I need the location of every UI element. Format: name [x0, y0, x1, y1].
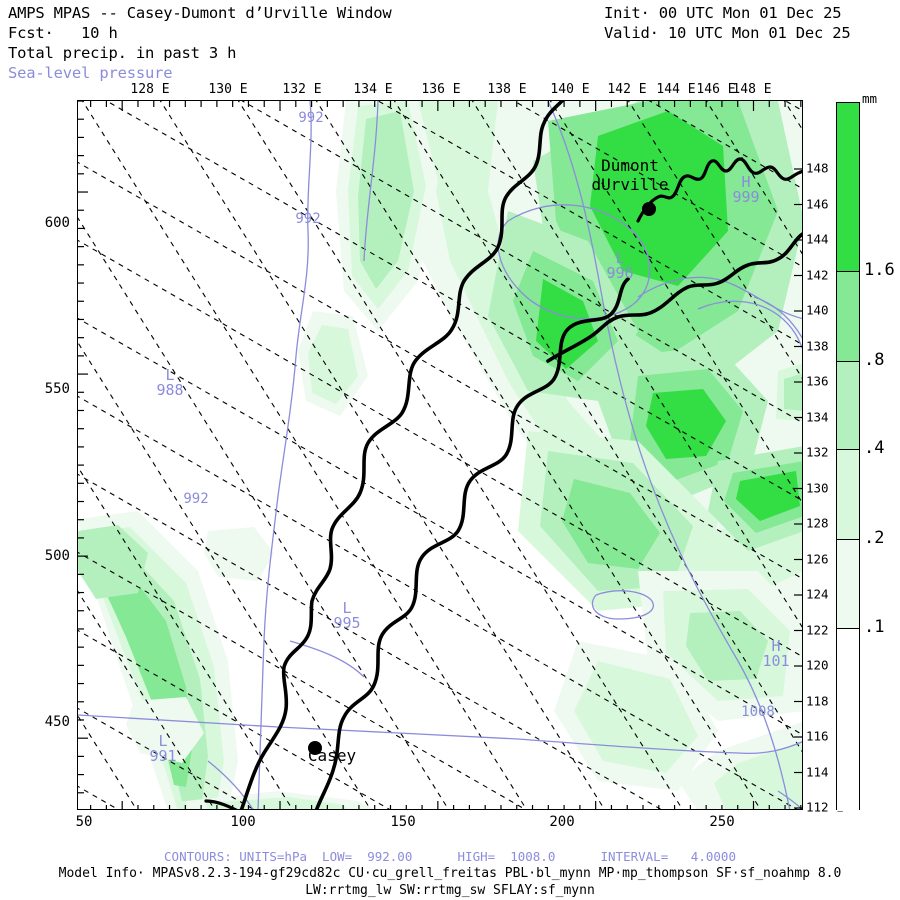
colorbar-segment-p8[interactable]: [837, 271, 859, 361]
latlon-gridline-layer: [78, 101, 802, 809]
top-longitude-tick-146-E: 146 E: [696, 82, 736, 97]
colorbar-tick-1p6: 1.6: [864, 260, 895, 280]
sea-level-pressure-contour-layer: [78, 101, 802, 809]
top-longitude-tick-140-E: 140 E: [550, 82, 590, 97]
colorbar-segment-p1[interactable]: [837, 539, 859, 628]
top-longitude-tick-142-E: 142 E: [607, 82, 647, 97]
top-longitude-tick-130-E: 130 E: [208, 82, 248, 97]
axis-ticks-layer: [78, 101, 802, 809]
colorbar-units-label: mm: [862, 91, 878, 106]
contour-info-label: CONTOURS: UNITS=hPa LOW= 992.00 HIGH= 10…: [164, 849, 736, 864]
map-canvas: [78, 101, 802, 809]
init-time-label: Init· 00 UTC Mon 01 Dec 25: [604, 4, 842, 22]
top-longitude-tick-134-E: 134 E: [353, 82, 393, 97]
top-longitude-tick-128-E: 128 E: [130, 82, 170, 97]
colorbar-segment-1p6[interactable]: [837, 103, 859, 271]
valid-time-label: Valid· 10 UTC Mon 01 Dec 25: [604, 24, 851, 42]
top-longitude-tick-132-E: 132 E: [282, 82, 322, 97]
colorbar-tick-p4: .4: [864, 438, 885, 458]
field-label: Total precip. in past 3 h: [8, 44, 237, 62]
colorbar-segment-p4[interactable]: [837, 361, 859, 449]
colorbar-tick-p2: .2: [864, 528, 885, 548]
left-axis-tick-600: 600: [44, 215, 70, 231]
top-longitude-tick-136-E: 136 E: [421, 82, 461, 97]
bottom-axis-tick-150: 150: [390, 814, 416, 830]
model-info-line-2: LW:rrtmg_lw SW:rrtmg_sw SFLAY:sf_mynn: [305, 883, 595, 898]
bottom-axis-tick-250: 250: [709, 814, 735, 830]
colorbar-tick-p8: .8: [864, 350, 885, 370]
top-longitude-tick-148-E: 148 E: [732, 82, 772, 97]
bottom-axis-tick-200: 200: [549, 814, 575, 830]
left-axis-tick-550: 550: [44, 381, 70, 397]
left-axis-tick-500: 500: [44, 548, 70, 564]
bottom-axis-tick-100: 100: [230, 814, 256, 830]
station-marker-casey[interactable]: [308, 741, 322, 755]
map-plot-area[interactable]: Dumont dUrville Casey L 988 L 995 L 991 L 996 H 999 H…: [77, 100, 803, 810]
colorbar[interactable]: [836, 102, 860, 811]
top-longitude-tick-138-E: 138 E: [487, 82, 527, 97]
overlay-field-label: Sea-level pressure: [8, 64, 173, 82]
forecast-hour-label: Fcst· 10 h: [8, 24, 118, 42]
bottom-axis-tick-50: 50: [75, 814, 93, 830]
top-longitude-tick-144-E: 144 E: [656, 82, 696, 97]
colorbar-segment-p2[interactable]: [837, 449, 859, 539]
coastline-layer: [204, 101, 802, 809]
left-axis-tick-450: 450: [44, 714, 70, 730]
colorbar-tick-p1: .1: [864, 617, 885, 637]
station-marker-dumont-durville[interactable]: [642, 202, 656, 216]
model-info-line-1: Model Info· MPASv8.2.3-194-gf29cd82c CU·…: [58, 866, 842, 881]
figure-title: AMPS MPAS -- Casey-Dumont d’Urville Wind…: [8, 4, 392, 22]
colorbar-segment-0[interactable]: [837, 628, 859, 811]
